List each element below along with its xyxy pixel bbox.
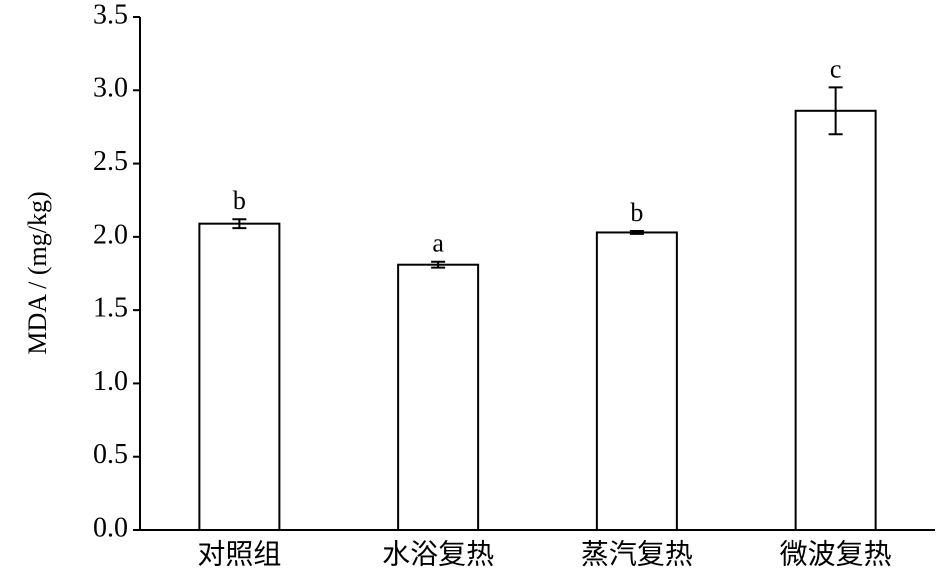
significance-letter: c — [830, 54, 842, 83]
bar — [397, 263, 480, 531]
significance-letter: b — [630, 198, 643, 227]
x-tick-label: 蒸汽复热 — [581, 538, 693, 570]
y-axis-label: MDA / (mg/kg) — [23, 191, 52, 354]
x-tick-label: 水浴复热 — [382, 538, 494, 570]
error-bar — [629, 229, 644, 235]
y-tick-label: 1.5 — [93, 293, 128, 324]
error-bar — [828, 86, 843, 136]
y-tick-label: 3.5 — [93, 0, 128, 30]
significance-letter: a — [432, 229, 444, 258]
significance-letter: b — [233, 186, 246, 215]
bar — [595, 231, 678, 532]
x-tick-label: 微波复热 — [780, 538, 892, 570]
y-tick-label: 0.0 — [93, 512, 128, 543]
y-tick-label: 3.0 — [93, 73, 128, 104]
bar — [794, 109, 877, 531]
y-tick-label: 2.0 — [93, 219, 128, 250]
bar — [198, 222, 281, 531]
error-bar — [431, 260, 446, 269]
y-tick-label: 2.5 — [93, 146, 128, 177]
y-tick-label: 1.0 — [93, 366, 128, 397]
error-bar — [232, 218, 247, 230]
y-tick-label: 0.5 — [93, 439, 128, 470]
x-tick-label: 对照组 — [197, 538, 281, 570]
